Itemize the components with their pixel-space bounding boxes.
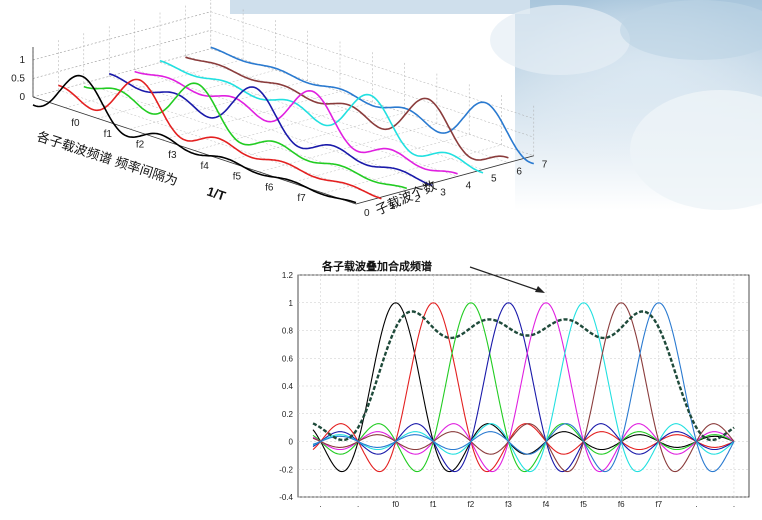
grid-line: [134, 69, 458, 177]
x-tick-label: 6: [516, 167, 522, 178]
subcarrier-curve-3: [108, 72, 433, 187]
x-tick-label: f6: [618, 500, 625, 509]
y-tick-label: f7: [297, 193, 306, 204]
y-tick-label: f3: [168, 150, 177, 161]
y-tick-label: f4: [200, 161, 209, 172]
grid-line: [291, 134, 470, 183]
x-tick-label: f7: [655, 500, 662, 509]
grid-line: [259, 123, 437, 173]
x-tick-label: 2: [415, 194, 421, 205]
grid-line: [210, 29, 534, 138]
x-tick-label: 4: [466, 180, 472, 191]
y-tick-label: f2: [136, 139, 145, 150]
subcarrier-curve-7: [312, 302, 735, 473]
y-tick-label: 0.6: [282, 354, 294, 363]
subcarrier-curve-4: [312, 302, 735, 473]
y-axis-label-bold: 1/T: [205, 184, 228, 204]
y-tick-label: 0.2: [282, 410, 294, 419]
x-tick-label: .: [319, 500, 321, 509]
grid-line: [210, 48, 534, 156]
x-tick-label: 3: [440, 187, 446, 198]
x-tick-label: 1: [389, 201, 395, 212]
x-tick-label: 5: [491, 174, 497, 185]
subcarrier-curve-7: [210, 46, 534, 165]
subcarrier-curve-0: [32, 74, 357, 204]
grid-line: [129, 80, 308, 130]
y-tick-label: f0: [71, 118, 80, 129]
x-tick-label: f3: [505, 500, 512, 509]
grid-line: [32, 48, 211, 98]
y-tick-label: 1: [289, 299, 294, 308]
grid-line: [185, 55, 509, 163]
x-tick-label: 7: [542, 160, 548, 171]
subcarrier-curve-6: [312, 302, 735, 473]
subcarrier-curve-6: [185, 56, 509, 161]
x-tick-label: .: [357, 500, 359, 509]
y-tick-label: f5: [233, 172, 242, 183]
x-tick-label: .: [733, 500, 735, 509]
grid-line: [32, 11, 211, 61]
grid-line: [194, 101, 373, 151]
subcarrier-curve-0: [312, 302, 735, 473]
y-tick-label: f6: [265, 182, 274, 193]
y-tick-label: 0.8: [282, 327, 294, 336]
subcarrier-curve-2: [312, 302, 735, 473]
subcarrier-curve-1: [58, 78, 382, 200]
grid-line: [32, 29, 211, 79]
z-tick-label: 1: [19, 55, 25, 66]
z-tick-label: 0.5: [11, 74, 25, 85]
sum-annotation-label: 各子载波叠加合成频谱: [321, 259, 432, 273]
subcarrier-curve-5: [312, 302, 735, 473]
y-tick-label: -0.4: [279, 493, 293, 502]
grid-line: [109, 76, 433, 184]
y-tick-label: 0.4: [282, 382, 294, 391]
x-tick-label: f2: [468, 500, 475, 509]
x-axis-line: [355, 155, 534, 205]
y-tick-label: -0.2: [279, 465, 293, 474]
grid-line: [323, 144, 502, 194]
grid-line: [65, 59, 244, 108]
y-tick-label: f1: [104, 129, 113, 140]
grid-line: [58, 89, 382, 198]
annotation-arrow-head: [535, 286, 545, 293]
subcarrier-curve-5: [159, 59, 484, 174]
grid-line: [210, 11, 534, 119]
subcarrier-curve-4: [134, 70, 458, 175]
y-tick-label: 1.2: [282, 271, 294, 280]
annotation-arrow-line: [469, 266, 541, 292]
x-tick-label: .: [695, 500, 697, 509]
x-tick-label: f0: [392, 500, 399, 509]
y-tick-label: 0: [289, 438, 294, 447]
sum-spectrum-curve: [312, 310, 735, 442]
subcarrier-curve-3: [312, 302, 735, 473]
grid-line: [226, 112, 405, 162]
grid-line: [83, 82, 407, 191]
x-tick-label: f5: [580, 500, 587, 509]
subcarrier-curve-1: [312, 302, 735, 473]
subcarrier-curve-2: [83, 82, 408, 190]
grid-line: [159, 62, 484, 170]
z-tick-label: 0: [19, 92, 25, 103]
x-tick-label: f4: [543, 500, 550, 509]
x-tick-label: f1: [430, 500, 437, 509]
x-tick-label: 0: [364, 208, 370, 219]
